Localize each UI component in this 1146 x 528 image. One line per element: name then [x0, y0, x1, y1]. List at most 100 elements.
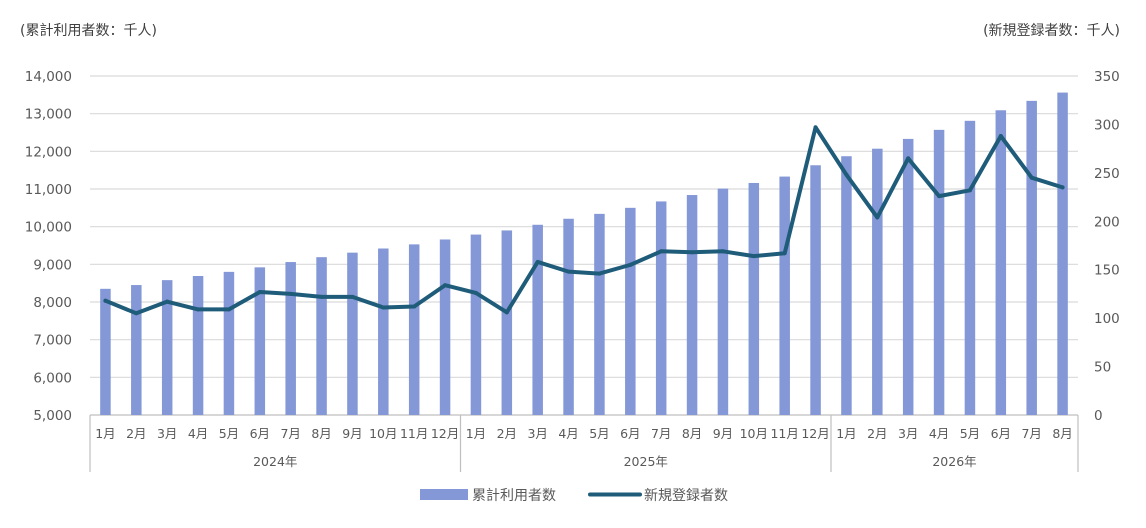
- bar: [655, 201, 667, 415]
- year-label: 2024年: [253, 454, 297, 469]
- month-label: 3月: [157, 426, 177, 441]
- bar: [254, 267, 266, 415]
- month-label: 2月: [497, 426, 517, 441]
- bar: [810, 165, 821, 415]
- right-tick-label: 250: [1094, 166, 1120, 182]
- line-point: [998, 134, 1003, 139]
- right-tick-label: 350: [1094, 69, 1120, 85]
- bar: [100, 288, 111, 415]
- month-label: 8月: [682, 426, 702, 441]
- line-point: [875, 215, 880, 220]
- month-label: 5月: [960, 426, 980, 441]
- month-label: 3月: [898, 426, 918, 441]
- bar: [316, 257, 327, 415]
- line-point: [1029, 175, 1034, 180]
- left-tick-label: 8,000: [33, 295, 72, 311]
- month-label: 5月: [219, 426, 239, 441]
- bar: [625, 207, 636, 415]
- bar: [995, 110, 1007, 415]
- month-label: 6月: [991, 426, 1011, 441]
- legend-label-line: 新規登録者数: [644, 488, 728, 504]
- right-tick-label: 200: [1094, 214, 1120, 230]
- left-tick-label: 11,000: [25, 182, 72, 198]
- month-label: 9月: [713, 426, 733, 441]
- bar: [532, 224, 543, 415]
- month-label: 12月: [801, 426, 829, 441]
- bar: [1026, 100, 1037, 416]
- month-label: 4月: [929, 426, 949, 441]
- bar: [933, 129, 945, 415]
- left-tick-label: 12,000: [25, 144, 72, 160]
- line-point: [628, 262, 633, 267]
- bar: [841, 156, 852, 416]
- month-label: 7月: [651, 426, 671, 441]
- month-label: 6月: [250, 426, 270, 441]
- line-series: [103, 125, 1065, 316]
- left-tick-label: 13,000: [25, 107, 72, 123]
- month-label: 6月: [620, 426, 640, 441]
- bar: [594, 213, 605, 415]
- left-tick-label: 6,000: [33, 370, 72, 386]
- line-point: [196, 307, 201, 312]
- bar-series: [100, 92, 1068, 416]
- left-tick-label: 14,000: [25, 69, 72, 85]
- bar: [408, 244, 420, 415]
- legend-label-bar: 累計利用者数: [472, 488, 556, 504]
- line-point: [937, 194, 942, 199]
- left-tick-label: 7,000: [33, 333, 72, 349]
- line-point: [720, 249, 725, 254]
- month-label: 3月: [527, 426, 547, 441]
- bar: [563, 218, 574, 415]
- line-point: [257, 289, 262, 294]
- month-label: 7月: [1021, 426, 1041, 441]
- line-point: [165, 299, 170, 304]
- month-label: 1月: [95, 426, 115, 441]
- month-label: 5月: [589, 426, 609, 441]
- line-point: [381, 305, 386, 310]
- bar: [285, 262, 296, 415]
- legend: 累計利用者数 新規登録者数: [420, 488, 728, 504]
- line-point: [844, 172, 849, 177]
- month-label: 10月: [740, 426, 768, 441]
- left-tick-label: 10,000: [25, 220, 72, 236]
- line-point: [597, 271, 602, 276]
- line-point: [906, 156, 911, 161]
- year-label: 2026年: [932, 454, 976, 469]
- right-axis-ticks: 350 300 250 200 150 100 50 0: [1094, 69, 1120, 424]
- month-label: 9月: [342, 426, 362, 441]
- line-point: [103, 298, 108, 303]
- left-tick-label: 9,000: [33, 257, 72, 273]
- line-point: [659, 249, 664, 254]
- bar: [779, 176, 790, 415]
- line-point: [350, 294, 355, 299]
- year-label: 2025年: [624, 454, 668, 469]
- bar: [439, 239, 451, 415]
- line-point: [288, 291, 293, 296]
- line-point: [319, 294, 324, 299]
- month-label: 11月: [400, 426, 428, 441]
- month-label: 2月: [867, 426, 887, 441]
- month-label: 8月: [1052, 426, 1072, 441]
- month-label: 8月: [311, 426, 331, 441]
- bar: [748, 182, 760, 415]
- bar: [501, 230, 513, 415]
- bar: [470, 234, 482, 415]
- line-point: [1060, 185, 1065, 190]
- month-label: 4月: [558, 426, 578, 441]
- right-tick-label: 300: [1094, 117, 1120, 133]
- line-point: [535, 259, 540, 264]
- line-point: [690, 250, 695, 255]
- month-label: 7月: [280, 426, 300, 441]
- line-path: [103, 125, 1065, 316]
- legend-swatch-bar: [420, 489, 468, 500]
- bar: [902, 138, 914, 416]
- bar: [131, 285, 142, 415]
- bar: [378, 248, 389, 415]
- left-axis-unit-label: (累計利用者数：千人): [20, 23, 157, 39]
- bar: [192, 276, 204, 415]
- bar: [161, 280, 173, 415]
- right-axis-unit-label: (新規登録者数：千人): [983, 23, 1120, 39]
- line-point: [443, 283, 448, 288]
- bar: [717, 188, 729, 415]
